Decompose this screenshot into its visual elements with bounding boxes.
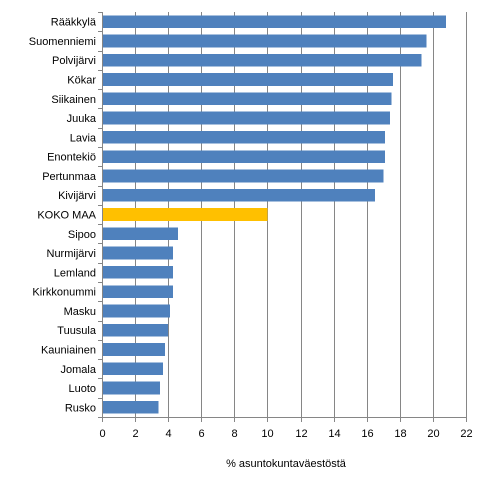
- x-tick-labels: 0 2 4 6 8 10 12 14 16 18 20 22: [99, 428, 472, 440]
- bar-pertunmaa: [103, 169, 384, 183]
- bar-kirkkonummi: [103, 285, 174, 299]
- bar-lavia: [103, 130, 385, 144]
- category-label: Rusko: [65, 402, 96, 414]
- bar-jomala: [103, 362, 164, 376]
- category-label: Enontekiö: [47, 152, 96, 164]
- bar-sipoo: [103, 227, 179, 241]
- category-label: Kivijärvi: [58, 190, 96, 202]
- x-tick-label: 16: [361, 428, 373, 440]
- bar-kivijärvi: [103, 188, 375, 202]
- bar-enontekiö: [103, 150, 385, 164]
- category-label: Juuka: [67, 113, 97, 125]
- bar-masku: [103, 304, 170, 318]
- bar-polvijärvi: [103, 53, 422, 67]
- bar-kauniainen: [103, 343, 165, 356]
- category-label: Tuusula: [57, 325, 97, 337]
- category-label: Rääkkylä: [51, 17, 97, 29]
- x-tick-label: 14: [328, 428, 340, 440]
- category-label: Siikainen: [51, 94, 96, 106]
- x-tick-label: 4: [165, 428, 171, 440]
- category-label: Luoto: [68, 383, 96, 395]
- x-tick-label: 0: [99, 428, 105, 440]
- bar-nurmijärvi: [103, 246, 174, 260]
- category-label: Lemland: [54, 267, 96, 279]
- category-label: Sipoo: [68, 229, 96, 241]
- bar-lemland: [103, 265, 174, 279]
- category-label: Kökar: [67, 75, 96, 87]
- category-label: Jomala: [61, 364, 97, 376]
- x-tick-label: 6: [198, 428, 204, 440]
- x-tick-label: 8: [231, 428, 237, 440]
- x-tick-label: 10: [261, 428, 273, 440]
- bar-tuusula: [103, 323, 169, 337]
- bar-rääkkylä: [103, 15, 447, 29]
- bar-siikainen: [103, 92, 392, 106]
- axes: [98, 12, 467, 422]
- bar-juuka: [103, 111, 390, 125]
- category-label: Polvijärvi: [52, 55, 96, 67]
- bar-luoto: [103, 381, 160, 395]
- category-label: KOKO MAA: [37, 210, 96, 222]
- category-label: Masku: [64, 306, 96, 318]
- x-tick-label: 18: [394, 428, 406, 440]
- bars: [103, 15, 447, 414]
- category-label: Pertunmaa: [42, 171, 97, 183]
- x-axis-title: % asuntokuntaväestöstä: [226, 458, 347, 470]
- category-label: Nurmijärvi: [47, 248, 97, 260]
- bar-kökar: [103, 73, 394, 86]
- x-tick-label: 12: [295, 428, 307, 440]
- category-label: Kirkkonummi: [32, 287, 96, 299]
- category-labels: Rääkkylä Suomenniemi Polvijärvi Kökar Siikai…: [29, 17, 97, 415]
- x-tick-label: 22: [460, 428, 472, 440]
- x-tick-label: 20: [427, 428, 439, 440]
- bar-rusko: [103, 400, 159, 414]
- category-label: Kauniainen: [41, 345, 96, 357]
- bar-koko-maa: [103, 208, 268, 221]
- category-label: Lavia: [70, 132, 97, 144]
- bar-suomenniemi: [103, 34, 427, 48]
- category-label: Suomenniemi: [29, 36, 96, 48]
- x-tick-label: 2: [132, 428, 138, 440]
